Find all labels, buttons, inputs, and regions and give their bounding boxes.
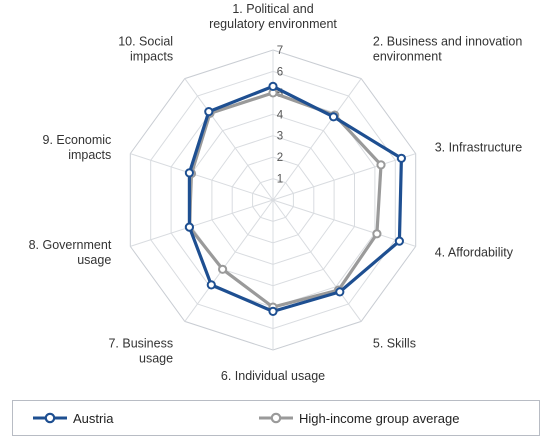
axis-spoke <box>184 199 274 322</box>
data-point <box>335 287 345 297</box>
axis-label: 7. Business usage <box>108 337 173 366</box>
axis-labels: 1. Political and regulatory environment 2.… <box>29 2 523 383</box>
axis-label: 5. Skills <box>373 337 416 351</box>
legend-item-austria: Austria <box>33 401 113 435</box>
legend-marker-high-income <box>259 412 293 424</box>
axis-label: 2. Business and innovation environment <box>373 35 522 64</box>
axis-spoke <box>272 199 416 247</box>
axis-spoke <box>184 78 274 201</box>
data-point <box>184 168 194 178</box>
tick-label: 1 <box>277 174 283 186</box>
axis-label: 8. Government usage <box>29 238 112 267</box>
axis-spoke <box>272 78 362 201</box>
series-austria <box>184 81 406 316</box>
tick-label: 7 <box>277 45 283 57</box>
axis-label: 1. Political and regulatory environment <box>209 2 337 31</box>
legend-label-high-income: High-income group average <box>299 410 460 426</box>
tick-label: 3 <box>277 131 283 143</box>
series-layer <box>184 81 406 316</box>
data-point <box>268 81 278 92</box>
legend: Austria High-income group average <box>12 400 540 436</box>
data-point <box>376 160 386 170</box>
axis-spoke <box>272 153 416 201</box>
data-point <box>218 264 228 274</box>
tick-label: 6 <box>277 66 283 78</box>
data-point <box>206 280 216 290</box>
axis-label: 10. Social impacts <box>118 35 173 64</box>
legend-item-high-income: High-income group average <box>259 401 459 435</box>
radar-spokes <box>130 50 416 350</box>
data-point <box>372 229 382 239</box>
series-line <box>187 84 403 313</box>
axis-spoke <box>130 153 274 201</box>
axis-label: 6. Individual usage <box>221 369 325 383</box>
legend-marker-austria <box>33 412 67 424</box>
data-point <box>396 153 406 163</box>
tick-label: 2 <box>277 152 283 164</box>
axis-spoke <box>272 199 362 322</box>
tick-label: 4 <box>277 109 284 121</box>
data-point <box>394 236 404 246</box>
axis-label: 3. Infrastructure <box>435 141 523 155</box>
axis-spoke <box>130 199 274 247</box>
data-point <box>204 107 214 117</box>
axis-label: 4. Affordability <box>435 246 514 260</box>
data-point <box>328 112 339 122</box>
axis-label: 9. Economic impacts <box>43 133 112 162</box>
data-point <box>268 306 278 316</box>
data-point <box>184 222 194 232</box>
legend-label-austria: Austria <box>73 410 114 426</box>
